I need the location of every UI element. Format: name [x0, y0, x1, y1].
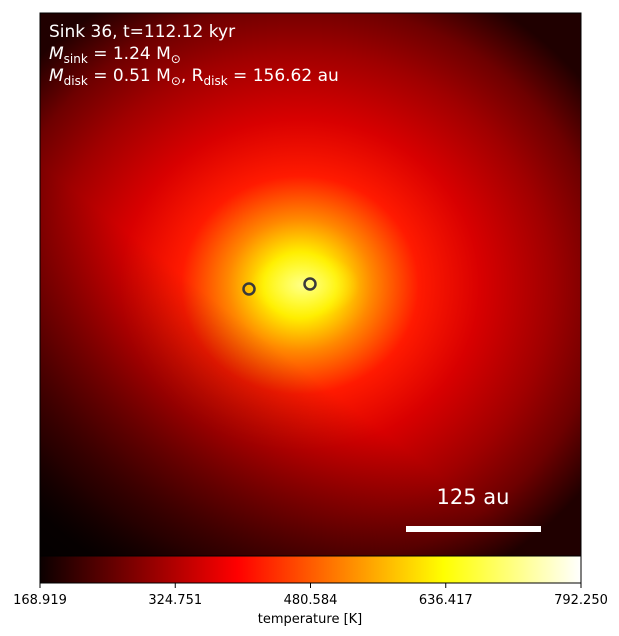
annotation-text: Sink 36, t=112.12 kyr — [49, 22, 235, 42]
tick-label: 792.250 — [554, 593, 608, 608]
colorbar-gradient — [39, 555, 582, 584]
annotation: Msink = 1.24 M⊙ — [49, 44, 181, 66]
annotation-subscript: ⊙ — [171, 74, 181, 88]
annotation-subscript: sink — [64, 52, 88, 66]
annotation: Sink 36, t=112.12 kyr — [49, 22, 235, 42]
sink-particle — [242, 282, 256, 296]
annotation-subscript: ⊙ — [171, 52, 181, 66]
tick-label: 480.584 — [284, 593, 338, 608]
sink-particle — [303, 277, 317, 291]
tick-label: 168.919 — [13, 593, 67, 608]
annotation-text: M — [49, 44, 64, 64]
colorbar-label: temperature [K] — [258, 612, 363, 627]
tick-label: 636.417 — [419, 593, 473, 608]
colorbar: temperature [K] 168.919 324.751 480.584 636… — [13, 555, 608, 627]
annotation-text: , R — [181, 66, 204, 86]
shadow — [40, 13, 581, 556]
annotation-subscript: disk — [204, 74, 228, 88]
annotation-text: = 0.51 M — [88, 66, 171, 86]
annotation-text: = 1.24 M — [88, 44, 171, 64]
annotation: Mdisk = 0.51 M⊙, Rdisk = 156.62 au — [49, 66, 339, 88]
annotation-subscript: disk — [64, 74, 88, 88]
tick-label: 324.751 — [148, 593, 202, 608]
annotation-text: = 156.62 au — [228, 66, 339, 86]
annotation-text: M — [49, 66, 64, 86]
scale-bar-label: 125 au — [437, 485, 510, 509]
scale-bar — [406, 526, 541, 532]
image-panel: 125 au — [39, 12, 582, 557]
